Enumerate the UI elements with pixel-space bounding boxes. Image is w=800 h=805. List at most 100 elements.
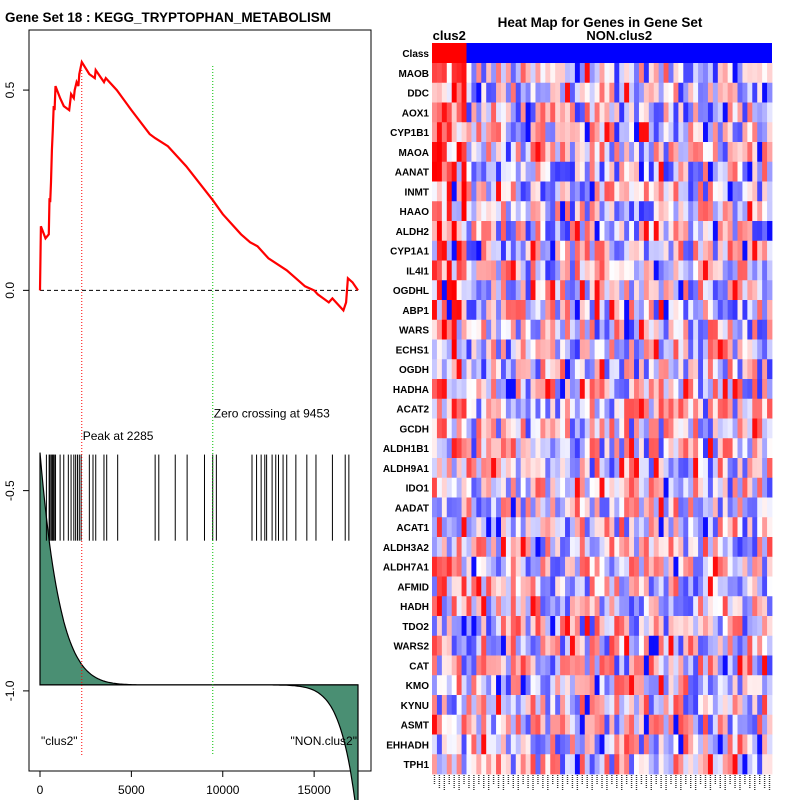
heatmap-cell	[762, 537, 768, 558]
heatmap-cell	[643, 102, 650, 123]
heatmap-cell	[683, 754, 689, 775]
heatmap-cell	[510, 240, 517, 261]
heatmap-cell	[569, 240, 576, 261]
heatmap-cell	[658, 438, 664, 459]
heatmap-cell	[565, 635, 571, 656]
heatmap-cell	[638, 556, 645, 577]
heatmap-cell	[530, 122, 536, 143]
heatmap-cell	[737, 477, 743, 498]
heatmap-cell	[471, 734, 477, 755]
heatmap-cell	[688, 576, 694, 597]
heatmap-cell	[752, 635, 758, 656]
heatmap-cell	[707, 339, 714, 360]
heatmap-cell	[510, 675, 517, 696]
heatmap-cell	[727, 477, 733, 498]
heatmap-cell	[579, 596, 586, 617]
heatmap-cell	[496, 596, 502, 617]
heatmap-cell	[638, 458, 645, 479]
heatmap-cell	[520, 576, 527, 597]
heatmap-cell	[712, 477, 719, 498]
heatmap-cell	[545, 556, 551, 577]
heatmap-cell	[668, 418, 674, 439]
heatmap-cell	[624, 142, 630, 163]
heatmap-cell	[757, 537, 763, 558]
heatmap-cell	[752, 181, 758, 202]
heatmap-cell	[510, 201, 517, 222]
heatmap-cell	[530, 102, 536, 123]
heatmap-cell	[594, 438, 600, 459]
heatmap-cell	[624, 379, 630, 400]
heatmap-cell	[446, 161, 453, 182]
heatmap-cell	[436, 458, 443, 479]
heatmap-cell	[638, 714, 645, 735]
heatmap-cell	[757, 596, 763, 617]
heatmap-cell	[727, 418, 733, 439]
heatmap-cell	[673, 517, 679, 538]
heatmap-cell	[505, 576, 512, 597]
heatmap-cell	[693, 201, 699, 222]
heatmap-cell	[604, 181, 610, 202]
heatmap-cell	[752, 280, 758, 301]
heatmap-cell	[441, 537, 448, 558]
heatmap-cell	[673, 635, 679, 656]
heatmap-cell	[752, 142, 758, 163]
heatmap-cell	[638, 635, 645, 656]
heatmap-cell	[707, 359, 714, 380]
heatmap-cell	[432, 537, 438, 558]
heatmap-cell	[727, 142, 733, 163]
heatmap-cell	[673, 596, 679, 617]
heatmap-cell	[476, 635, 482, 656]
heatmap-cell	[569, 714, 576, 735]
heatmap-cell	[634, 576, 640, 597]
heatmap-cell	[471, 616, 477, 637]
heatmap-cell	[505, 63, 512, 84]
heatmap-cell	[683, 714, 689, 735]
heatmap-cell	[747, 201, 753, 222]
heatmap-cell	[693, 497, 699, 518]
heatmap-cell	[722, 655, 729, 676]
heatmap-cell	[712, 675, 719, 696]
heatmap-cell	[609, 635, 615, 656]
heatmap-cell	[461, 537, 467, 558]
heatmap-cell	[698, 240, 704, 261]
heatmap-cell	[584, 438, 591, 459]
heatmap-cell	[466, 675, 472, 696]
heatmap-cell	[688, 695, 694, 716]
heatmap-cell	[584, 181, 591, 202]
heatmap-cell	[456, 161, 462, 182]
heatmap-cell	[683, 537, 689, 558]
heatmap-cell	[742, 280, 748, 301]
heatmap-cell	[727, 359, 733, 380]
heatmap-cell	[673, 319, 679, 340]
heatmap-cell	[742, 418, 748, 439]
x-axis: 0 5000 10000 15000	[37, 770, 331, 797]
heatmap-cell	[614, 102, 620, 123]
heatmap-cell	[432, 458, 438, 479]
heatmap-cell	[481, 734, 487, 755]
heatmap-cell	[619, 675, 625, 696]
heatmap-cell	[643, 221, 650, 242]
heatmap-cell	[466, 497, 472, 518]
heatmap-cell	[451, 339, 458, 360]
heatmap-cell	[471, 477, 477, 498]
heatmap-cell	[555, 161, 561, 182]
heatmap-cell	[727, 221, 733, 242]
heatmap-cell	[757, 280, 763, 301]
heatmap-cell	[510, 616, 517, 637]
heatmap-cell	[747, 576, 753, 597]
heatmap-cell	[717, 675, 724, 696]
heatmap-cell	[668, 260, 674, 281]
heatmap-cell	[727, 655, 733, 676]
heatmap-cell	[446, 754, 453, 775]
heatmap-cell	[663, 201, 669, 222]
heatmap-cell	[540, 142, 546, 163]
heatmap-cell	[653, 714, 660, 735]
heatmap-cell	[638, 497, 645, 518]
heatmap-cell	[505, 398, 512, 419]
heatmap-cell	[569, 102, 576, 123]
enrichment-score-line	[38, 59, 359, 313]
heatmap-cell	[737, 734, 743, 755]
heatmap-cell	[722, 576, 729, 597]
heatmap-cell	[752, 497, 758, 518]
heatmap-cell	[638, 201, 645, 222]
